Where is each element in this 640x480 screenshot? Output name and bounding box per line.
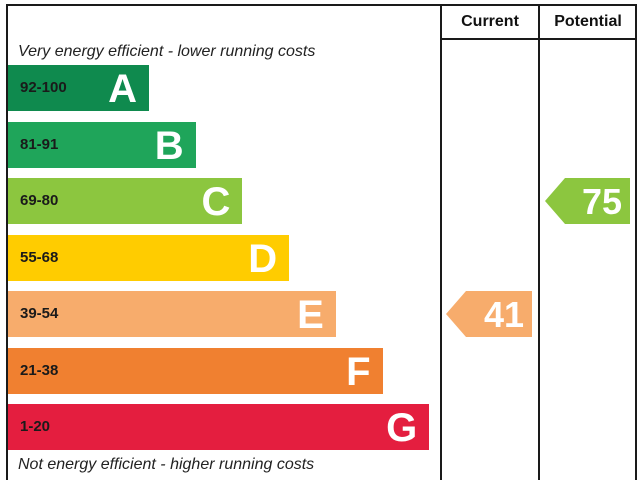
band-f-letter: F (346, 349, 371, 394)
band-f: 21-38 F (8, 347, 383, 394)
band-f-range: 21-38 (20, 361, 59, 379)
band-a-range: 92-100 (20, 79, 67, 96)
potential-rating-arrow: 75 (545, 178, 630, 224)
chart-frame (6, 4, 637, 480)
band-c-letter: C (201, 180, 231, 224)
current-column-header: Current (461, 13, 519, 30)
current-rating-value: 41 (483, 294, 524, 335)
band-b-letter: B (154, 123, 184, 168)
band-c-range: 69-80 (20, 192, 59, 209)
band-g-letter: G (386, 406, 418, 450)
band-a: 92-100 A (8, 65, 149, 111)
band-g: 1-20 G (8, 404, 430, 450)
band-a-letter: A (108, 67, 137, 111)
band-b-range: 81-91 (20, 135, 59, 153)
potential-column-header: Potential (554, 13, 622, 30)
potential-rating-value: 75 (581, 181, 622, 222)
top-caption: Very energy efficient - lower running co… (18, 43, 316, 60)
band-e-range: 39-54 (20, 305, 59, 322)
band-e-letter: E (297, 293, 324, 337)
current-column-divider (440, 4, 442, 480)
header-divider (440, 38, 637, 40)
band-d: 55-68 D (8, 234, 290, 281)
band-e: 39-54 E (8, 291, 336, 337)
potential-column-divider (538, 4, 540, 480)
bottom-caption: Not energy efficient - higher running co… (18, 456, 315, 473)
band-g-range: 1-20 (20, 418, 51, 435)
band-b: 81-91 B (8, 121, 196, 168)
band-d-letter: D (248, 236, 278, 281)
band-c: 69-80 C (8, 178, 243, 224)
band-d-range: 55-68 (20, 248, 59, 266)
current-rating-arrow: 41 (446, 291, 532, 337)
